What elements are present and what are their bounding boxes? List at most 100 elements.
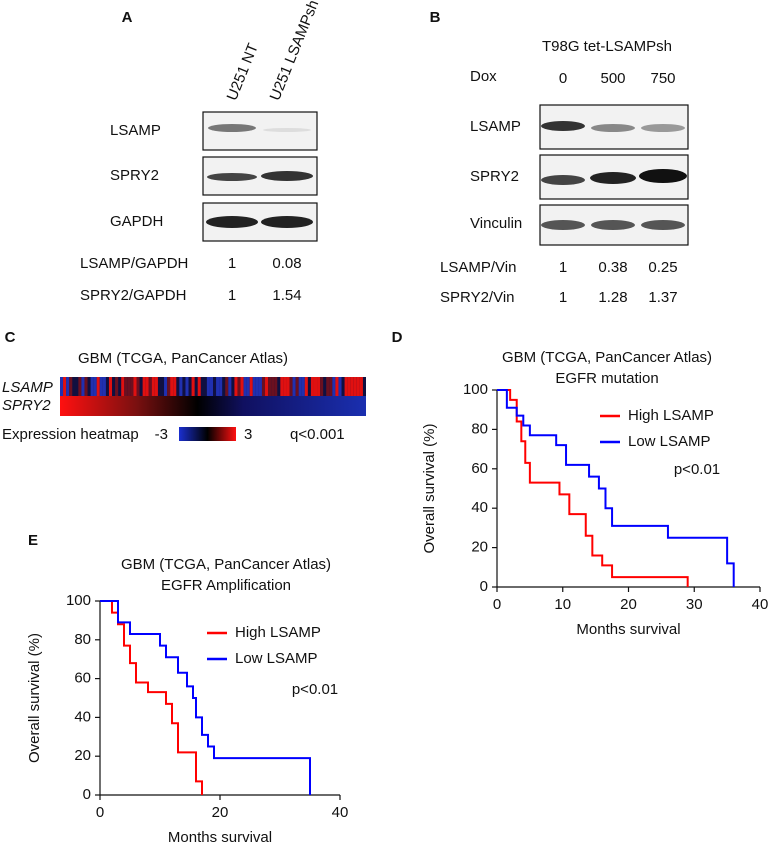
heatmap-stripe bbox=[274, 377, 278, 396]
heatmap-stripe bbox=[121, 377, 125, 396]
ratio-value: 1.37 bbox=[648, 289, 677, 306]
heatmap-stripe bbox=[206, 377, 210, 396]
heatmap-stripe bbox=[347, 377, 351, 396]
heatmap-stripe bbox=[350, 377, 354, 396]
heatmap-stripe bbox=[240, 377, 244, 396]
heatmap-stripe bbox=[96, 377, 100, 396]
heatmap-stripe bbox=[356, 377, 360, 396]
x-tick-label: 20 bbox=[212, 804, 229, 821]
heatmap-stripe bbox=[209, 377, 213, 396]
band bbox=[641, 220, 685, 230]
heatmap-stripe bbox=[185, 377, 189, 396]
legend-label: Low LSAMP bbox=[235, 650, 318, 667]
heatmap-stripe bbox=[130, 377, 134, 396]
heatmap-stripe bbox=[338, 377, 342, 396]
chart-subtitle: EGFR Amplification bbox=[161, 577, 291, 594]
y-tick-label: 20 bbox=[471, 539, 488, 556]
heatmap-stripe bbox=[332, 377, 336, 396]
band bbox=[541, 175, 585, 185]
band bbox=[541, 220, 585, 230]
heatmap-stripe bbox=[191, 377, 195, 396]
heatmap-stripe bbox=[286, 377, 290, 396]
y-axis-label: Overall survival (%) bbox=[421, 423, 438, 553]
heatmap-stripe bbox=[228, 377, 232, 396]
ratio-value: 0.25 bbox=[648, 259, 677, 276]
scale-min: -3 bbox=[155, 426, 168, 443]
heatmap-stripe bbox=[115, 377, 119, 396]
x-tick-label: 40 bbox=[332, 804, 349, 821]
survival-curve bbox=[497, 389, 689, 587]
annotation: p<0.01 bbox=[292, 681, 338, 698]
band bbox=[206, 216, 258, 228]
band bbox=[591, 220, 635, 230]
chart-title: GBM (TCGA, PanCancer Atlas) bbox=[502, 349, 712, 366]
heatmap-stripe bbox=[246, 377, 250, 396]
lane-label: U251 NT bbox=[224, 41, 262, 103]
x-tick-label: 0 bbox=[493, 596, 501, 613]
heatmap-stripe bbox=[108, 377, 113, 396]
heatmap-stripe bbox=[133, 377, 137, 396]
heatmap-stripe bbox=[310, 377, 314, 396]
band bbox=[208, 124, 256, 132]
lane-label: U251 LSAMPsh bbox=[267, 0, 323, 103]
heatmap-stripe bbox=[353, 377, 357, 396]
ratio-value: 1 bbox=[559, 289, 567, 306]
ratio-value: 1 bbox=[228, 287, 236, 304]
heatmap-stripe bbox=[84, 377, 88, 396]
heatmap-stripe bbox=[164, 377, 168, 396]
band bbox=[641, 124, 685, 132]
heatmap-stripe bbox=[344, 377, 348, 396]
heatmap-stripe bbox=[295, 377, 299, 396]
heatmap-stripe bbox=[148, 377, 152, 396]
colorbar bbox=[179, 427, 236, 441]
ratio-value: 0.08 bbox=[272, 255, 301, 272]
band bbox=[541, 121, 585, 131]
heatmap-stripe bbox=[167, 377, 171, 396]
y-tick-label: 60 bbox=[471, 460, 488, 477]
heatmap-stripe bbox=[60, 377, 64, 396]
heatmap-stripe bbox=[78, 377, 82, 396]
panel-label: E bbox=[28, 532, 38, 549]
heatmap-stripe bbox=[219, 377, 223, 396]
annotation: p<0.01 bbox=[674, 461, 720, 478]
heatmap-stripe bbox=[261, 377, 266, 396]
heatmap-stripe bbox=[173, 377, 177, 396]
row-label: Vinculin bbox=[470, 215, 522, 232]
heatmap-stripe bbox=[102, 377, 106, 396]
heatmap-stripe bbox=[317, 377, 321, 396]
legend-label: Low LSAMP bbox=[628, 433, 711, 450]
heatmap-stripe bbox=[326, 377, 330, 396]
heatmap-stripe bbox=[335, 377, 339, 396]
heatmap-caption: Expression heatmap bbox=[2, 426, 139, 443]
heatmap-stripe bbox=[69, 377, 73, 396]
x-axis-label: Months survival bbox=[168, 829, 272, 846]
panel-label: A bbox=[122, 9, 133, 26]
heatmap-stripe bbox=[127, 377, 131, 396]
heatmap-stripe bbox=[225, 377, 229, 396]
heatmap-stripe bbox=[298, 377, 302, 396]
band bbox=[207, 173, 257, 181]
y-tick-label: 0 bbox=[83, 786, 91, 803]
heatmap-stripe bbox=[151, 377, 155, 396]
x-tick-label: 0 bbox=[96, 804, 104, 821]
chart-title: GBM (TCGA, PanCancer Atlas) bbox=[121, 556, 331, 573]
y-tick-label: 100 bbox=[463, 381, 488, 398]
x-tick-label: 40 bbox=[752, 596, 769, 613]
ratio-label: LSAMP/Vin bbox=[440, 259, 516, 276]
x-axis-label: Months survival bbox=[576, 621, 680, 638]
heatmap-stripe bbox=[170, 377, 174, 396]
heatmap-title: GBM (TCGA, PanCancer Atlas) bbox=[78, 350, 288, 367]
panel-label: B bbox=[430, 9, 441, 26]
heatmap-stripe bbox=[243, 377, 247, 396]
treatment-label: Dox bbox=[470, 68, 497, 85]
ratio-value: 0.38 bbox=[598, 259, 627, 276]
heatmap-stripe bbox=[252, 377, 256, 396]
row-label: SPRY2 bbox=[110, 167, 159, 184]
x-tick-label: 20 bbox=[620, 596, 637, 613]
heatmap-stripe bbox=[124, 377, 128, 396]
heatmap-stripe bbox=[234, 377, 238, 396]
heatmap-stripe bbox=[359, 377, 363, 396]
heatmap-stripe bbox=[289, 377, 293, 396]
y-tick-label: 0 bbox=[480, 578, 488, 595]
heatmap-stripe bbox=[304, 377, 308, 396]
